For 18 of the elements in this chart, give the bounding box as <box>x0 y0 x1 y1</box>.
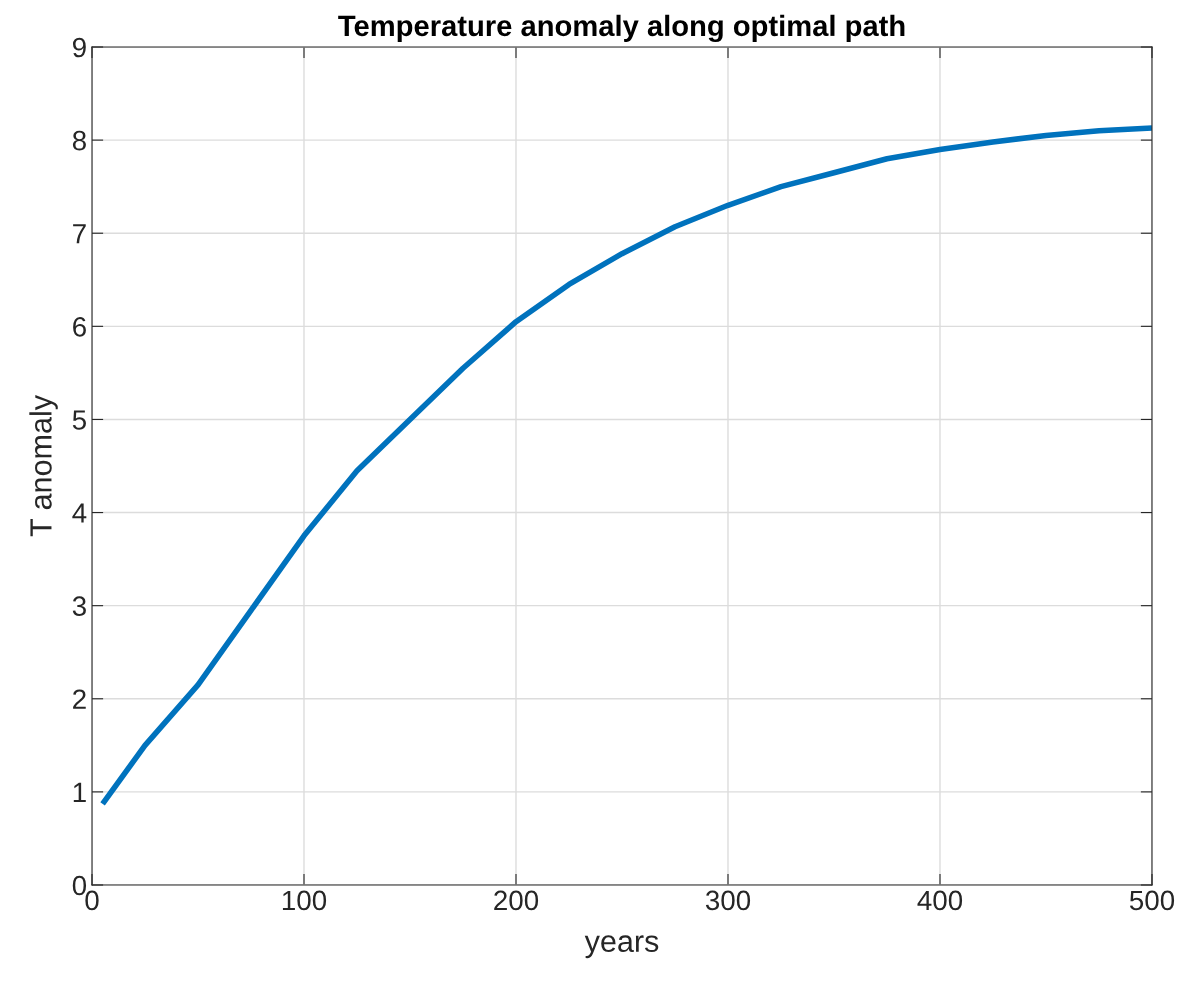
x-axis-title: years <box>584 935 659 959</box>
y-tick-label: 6 <box>73 317 86 337</box>
x-tick-label: 500 <box>1129 890 1175 911</box>
y-tick-label: 9 <box>72 37 86 58</box>
y-tick-label: 3 <box>72 596 86 617</box>
y-tick-label: 8 <box>72 130 86 151</box>
x-tick-label: 100 <box>282 890 327 911</box>
y-tick-label: 2 <box>73 689 86 709</box>
y-tick-label: 7 <box>73 224 86 244</box>
chart-title: Temperature anomaly along optimal path <box>338 14 905 43</box>
x-tick-label: 400 <box>917 890 963 911</box>
y-tick-label: 4 <box>72 503 87 523</box>
y-axis-title: T anomaly <box>29 395 58 537</box>
x-tick-label: 300 <box>705 890 751 911</box>
y-tick-label: 1 <box>73 782 86 802</box>
x-tick-label: 200 <box>494 890 539 911</box>
y-tick-label: 0 <box>72 875 87 896</box>
y-tick-label: 5 <box>72 410 86 430</box>
